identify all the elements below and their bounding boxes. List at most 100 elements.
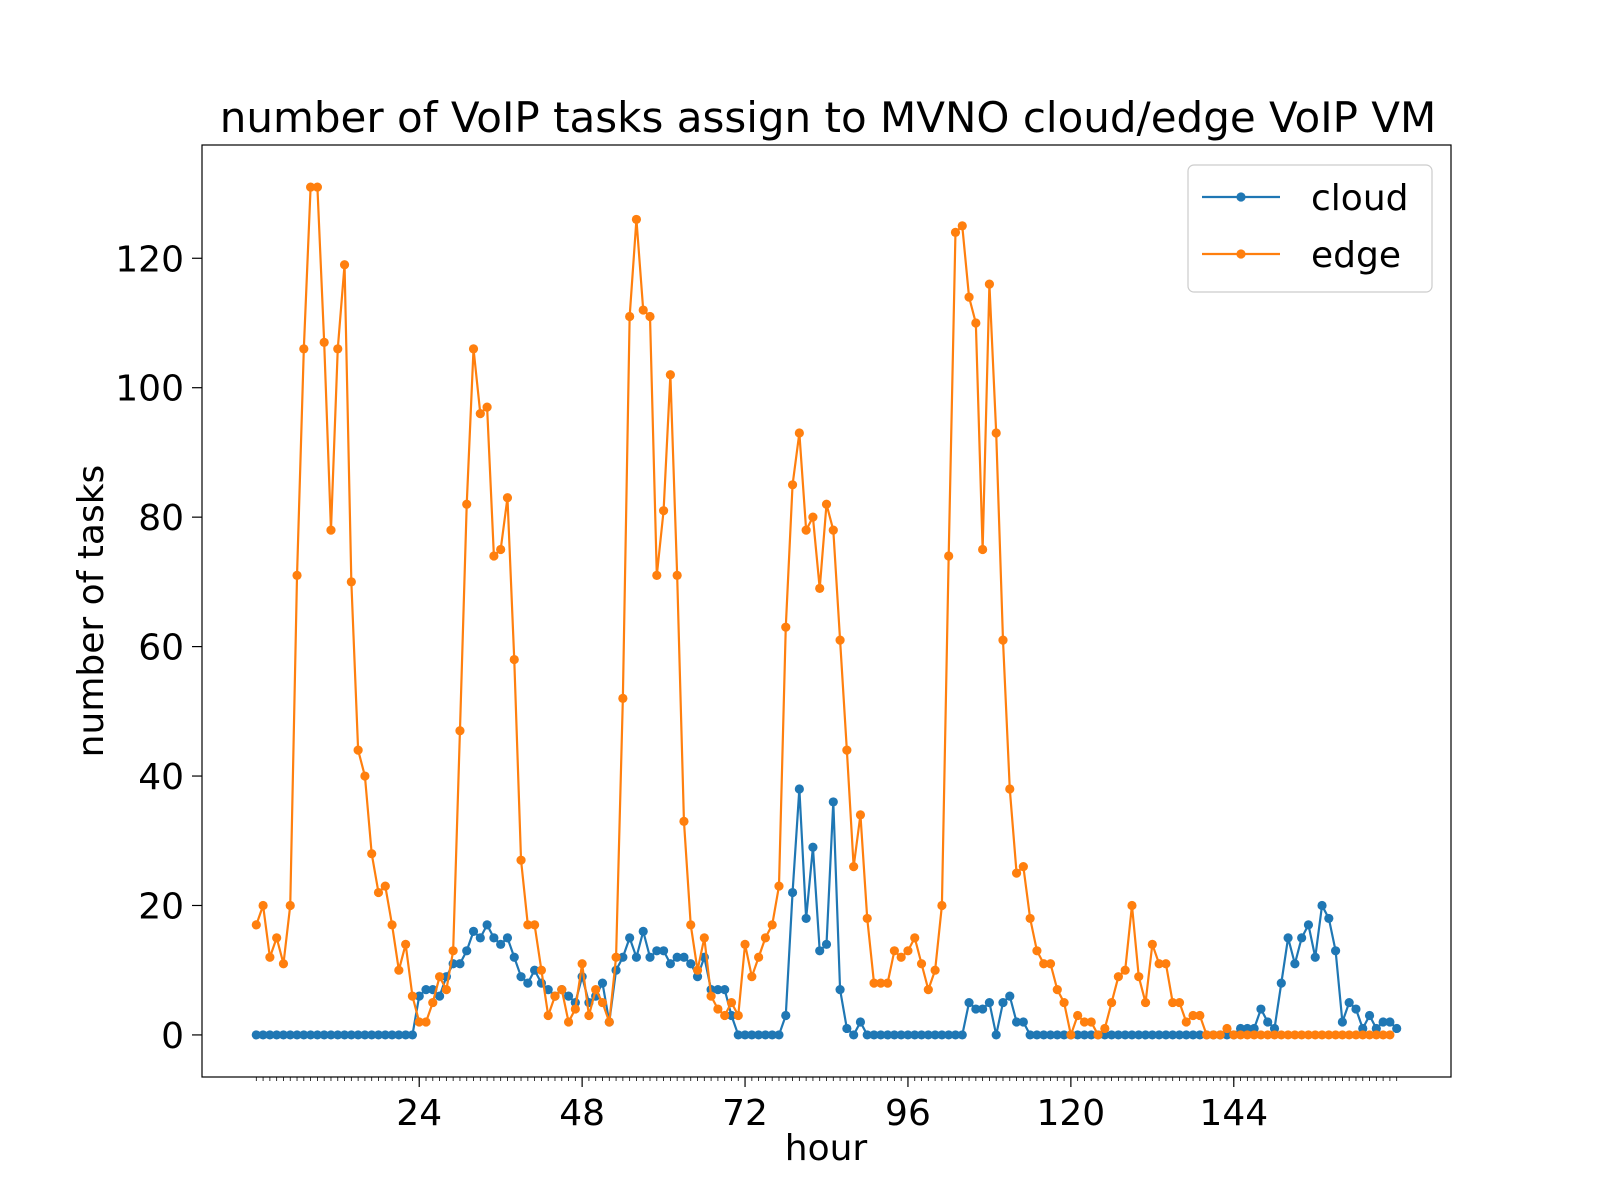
data-point-edge — [713, 1004, 723, 1014]
data-point-edge — [937, 900, 947, 911]
data-point-cloud — [543, 985, 553, 995]
data-point-cloud — [326, 1030, 336, 1040]
data-point-cloud — [1378, 1017, 1388, 1027]
data-point-edge — [740, 939, 750, 949]
data-point-cloud — [1011, 1017, 1022, 1027]
data-point-edge — [876, 978, 886, 988]
data-point-edge — [1269, 1030, 1280, 1040]
data-point-cloud — [672, 952, 682, 962]
data-point-cloud — [1154, 1030, 1164, 1040]
data-point-cloud — [1174, 1030, 1185, 1040]
data-point-cloud — [462, 946, 472, 956]
data-point-edge — [720, 1010, 730, 1021]
data-point-edge — [815, 583, 825, 593]
legend-label: edge — [1311, 235, 1401, 276]
data-point-cloud — [1181, 1030, 1191, 1040]
data-point-cloud — [1052, 1030, 1062, 1040]
data-point-edge — [523, 920, 533, 930]
data-point-edge — [1052, 985, 1062, 995]
data-point-cloud — [774, 1030, 784, 1040]
data-point-edge — [625, 311, 635, 322]
data-point-cloud — [563, 991, 574, 1001]
data-point-edge — [998, 635, 1008, 645]
data-point-cloud — [285, 1030, 295, 1040]
data-point-edge — [679, 816, 689, 826]
data-point-edge — [1222, 1023, 1232, 1034]
data-point-edge — [672, 570, 682, 581]
x-tick-label: 72 — [722, 1093, 768, 1134]
data-point-cloud — [944, 1030, 954, 1040]
data-point-edge — [1202, 1030, 1212, 1040]
data-point-edge — [1263, 1030, 1273, 1040]
data-point-cloud — [1100, 1030, 1110, 1040]
data-point-cloud — [740, 1030, 750, 1040]
data-point-cloud — [937, 1030, 947, 1040]
data-point-edge — [862, 913, 872, 924]
data-point-edge — [869, 978, 879, 988]
data-point-cloud — [516, 972, 526, 982]
data-point-cloud — [930, 1030, 940, 1040]
data-point-cloud — [631, 952, 642, 962]
data-point-edge — [631, 214, 642, 225]
data-point-cloud — [312, 1030, 322, 1040]
data-point-edge — [292, 570, 302, 581]
data-point-cloud — [869, 1030, 879, 1040]
data-point-cloud — [1018, 1017, 1028, 1027]
data-point-edge — [774, 881, 784, 891]
data-point-edge — [808, 512, 818, 522]
data-point-edge — [1100, 1023, 1110, 1034]
data-point-edge — [1093, 1030, 1103, 1040]
data-point-cloud — [387, 1030, 397, 1040]
data-point-edge — [591, 985, 601, 995]
data-point-cloud — [346, 1030, 356, 1040]
data-point-edge — [1059, 997, 1069, 1008]
data-point-cloud — [1127, 1030, 1137, 1040]
data-point-edge — [835, 635, 845, 645]
data-point-edge — [394, 965, 404, 975]
data-point-cloud — [903, 1030, 913, 1040]
data-point-cloud — [299, 1030, 309, 1040]
data-point-cloud — [964, 997, 974, 1008]
y-tick-label: 20 — [138, 886, 184, 927]
data-point-edge — [1045, 959, 1056, 969]
data-point-edge — [604, 1017, 614, 1027]
data-point-cloud — [333, 1030, 343, 1040]
data-point-cloud — [781, 1010, 791, 1021]
data-point-edge — [1011, 868, 1022, 878]
data-point-edge — [930, 965, 940, 975]
data-point-edge — [1364, 1030, 1375, 1040]
data-point-edge — [536, 965, 547, 975]
data-point-edge — [570, 1004, 580, 1014]
data-point-edge — [984, 279, 995, 289]
data-point-edge — [509, 654, 519, 665]
data-point-cloud — [1188, 1030, 1198, 1040]
data-point-edge — [991, 428, 1001, 438]
data-point-edge — [787, 480, 798, 490]
data-point-edge — [828, 525, 838, 535]
data-point-edge — [658, 506, 669, 516]
series-line-edge — [255, 185, 1390, 1037]
data-point-edge — [428, 997, 438, 1008]
data-point-edge — [781, 622, 791, 632]
data-point-cloud — [1005, 991, 1015, 1001]
data-point-edge — [754, 952, 764, 962]
data-point-edge — [421, 1017, 431, 1027]
data-point-cloud — [373, 1030, 384, 1040]
legend: cloud edge — [1187, 164, 1433, 293]
data-point-edge — [964, 292, 974, 302]
data-point-edge — [971, 318, 981, 328]
data-point-edge — [1174, 997, 1185, 1008]
data-point-cloud — [733, 1030, 743, 1040]
data-point-edge — [1181, 1017, 1191, 1027]
data-point-edge — [584, 1010, 594, 1021]
data-point-cloud — [597, 978, 608, 988]
data-point-cloud — [1324, 913, 1334, 924]
y-tick-label: 100 — [115, 369, 184, 410]
data-point-cloud — [530, 965, 540, 975]
data-point-edge — [1331, 1030, 1341, 1040]
data-point-cloud — [1059, 1030, 1069, 1040]
data-point-cloud — [1140, 1030, 1151, 1040]
data-point-edge — [1303, 1030, 1314, 1040]
data-point-cloud — [984, 997, 995, 1008]
